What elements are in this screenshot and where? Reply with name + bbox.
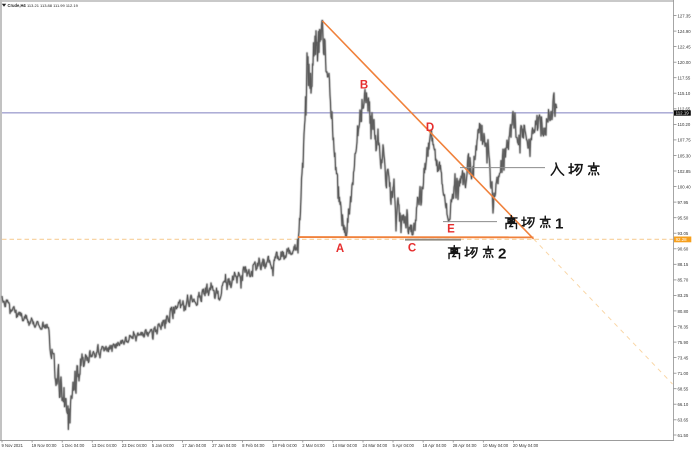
svg-text:88.15: 88.15: [678, 262, 689, 267]
svg-text:20 May 04:00: 20 May 04:00: [513, 443, 539, 448]
svg-text:90.60: 90.60: [678, 247, 689, 252]
svg-text:2 Mar 04:00: 2 Mar 04:00: [302, 443, 325, 448]
svg-text:80.80: 80.80: [678, 309, 689, 314]
svg-text:95.50: 95.50: [678, 216, 689, 221]
svg-text:115.10: 115.10: [678, 91, 691, 96]
svg-text:14 Mar 04:00: 14 Mar 04:00: [332, 443, 357, 448]
svg-text:17 Jan 04:00: 17 Jan 04:00: [182, 443, 207, 448]
svg-text:97.95: 97.95: [678, 200, 689, 205]
svg-text:75.90: 75.90: [678, 340, 689, 345]
svg-text:83.25: 83.25: [678, 293, 689, 298]
svg-text:85.70: 85.70: [678, 278, 689, 283]
svg-text:1 Dec 04:00: 1 Dec 04:00: [62, 443, 85, 448]
svg-text:E: E: [447, 224, 455, 236]
svg-text:66.10: 66.10: [678, 402, 689, 407]
svg-text:10 May 04:00: 10 May 04:00: [483, 443, 509, 448]
svg-text:28 Apr 04:00: 28 Apr 04:00: [453, 443, 477, 448]
svg-text:24 Mar 04:00: 24 Mar 04:00: [363, 443, 388, 448]
svg-text:113.21 113.88 111.99 112.19: 113.21 113.88 111.99 112.19: [27, 3, 79, 8]
svg-text:Crude,H4: Crude,H4: [8, 3, 27, 8]
svg-text:B: B: [360, 80, 368, 92]
svg-text:127.35: 127.35: [678, 13, 692, 18]
svg-text:18 Feb 04:00: 18 Feb 04:00: [272, 443, 297, 448]
svg-text:8 Feb 04:00: 8 Feb 04:00: [242, 443, 265, 448]
svg-text:13 Dec 04:00: 13 Dec 04:00: [92, 443, 118, 448]
svg-text:C: C: [408, 243, 416, 255]
svg-text:61.50: 61.50: [678, 433, 689, 438]
svg-text:63.65: 63.65: [678, 418, 689, 423]
svg-text:107.75: 107.75: [678, 138, 692, 143]
svg-text:23 Dec 04:00: 23 Dec 04:00: [122, 443, 148, 448]
svg-text:100.40: 100.40: [678, 184, 692, 189]
svg-text:73.45: 73.45: [678, 355, 689, 360]
svg-text:112.19: 112.19: [676, 111, 690, 116]
svg-text:19 Nov 00:00: 19 Nov 00:00: [32, 443, 58, 448]
svg-text:92.28: 92.28: [676, 237, 688, 242]
svg-text:105.30: 105.30: [678, 153, 692, 158]
svg-text:5 Apr 04:00: 5 Apr 04:00: [393, 443, 415, 448]
svg-text:93.05: 93.05: [678, 231, 689, 236]
svg-text:110.20: 110.20: [678, 122, 691, 127]
svg-text:122.45: 122.45: [678, 44, 692, 49]
svg-text:124.90: 124.90: [678, 29, 692, 34]
svg-text:9 Nov 2021: 9 Nov 2021: [2, 443, 24, 448]
svg-text:1: 1: [555, 215, 564, 232]
svg-text:68.55: 68.55: [678, 387, 689, 392]
svg-text:120.00: 120.00: [678, 60, 692, 65]
svg-text:102.85: 102.85: [678, 169, 692, 174]
svg-text:A: A: [336, 243, 344, 255]
svg-text:27 Jan 04:00: 27 Jan 04:00: [212, 443, 237, 448]
svg-text:71.00: 71.00: [678, 371, 689, 376]
svg-text:5 Jan 04:00: 5 Jan 04:00: [152, 443, 175, 448]
svg-text:2: 2: [498, 245, 506, 262]
svg-text:D: D: [426, 122, 434, 134]
svg-text:18 Apr 04:00: 18 Apr 04:00: [423, 443, 447, 448]
svg-text:117.55: 117.55: [678, 76, 691, 81]
svg-text:78.35: 78.35: [678, 324, 689, 329]
